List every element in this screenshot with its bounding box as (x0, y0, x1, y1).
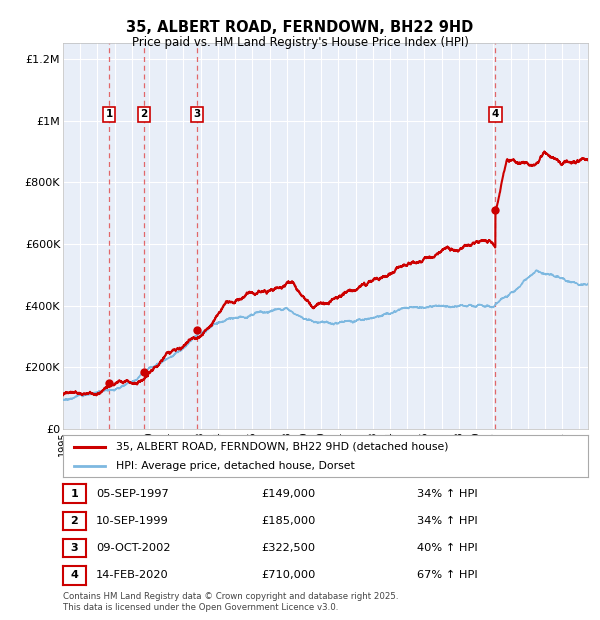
Text: 34% ↑ HPI: 34% ↑ HPI (417, 516, 478, 526)
Text: 3: 3 (71, 543, 78, 553)
Text: 3: 3 (193, 109, 200, 120)
Text: 4: 4 (70, 570, 79, 580)
Text: 35, ALBERT ROAD, FERNDOWN, BH22 9HD: 35, ALBERT ROAD, FERNDOWN, BH22 9HD (127, 20, 473, 35)
Text: 05-SEP-1997: 05-SEP-1997 (96, 489, 169, 498)
Text: 1: 1 (106, 109, 113, 120)
Text: 34% ↑ HPI: 34% ↑ HPI (417, 489, 478, 498)
Text: Price paid vs. HM Land Registry's House Price Index (HPI): Price paid vs. HM Land Registry's House … (131, 36, 469, 49)
Text: 35, ALBERT ROAD, FERNDOWN, BH22 9HD (detached house): 35, ALBERT ROAD, FERNDOWN, BH22 9HD (det… (115, 441, 448, 451)
Text: £322,500: £322,500 (261, 543, 315, 553)
Text: 4: 4 (492, 109, 499, 120)
Text: £185,000: £185,000 (261, 516, 316, 526)
Text: 40% ↑ HPI: 40% ↑ HPI (417, 543, 478, 553)
Text: £710,000: £710,000 (261, 570, 316, 580)
Text: 09-OCT-2002: 09-OCT-2002 (96, 543, 170, 553)
Text: HPI: Average price, detached house, Dorset: HPI: Average price, detached house, Dors… (115, 461, 354, 471)
Text: £149,000: £149,000 (261, 489, 315, 498)
Text: 1: 1 (71, 489, 78, 498)
Text: 67% ↑ HPI: 67% ↑ HPI (417, 570, 478, 580)
Text: 14-FEB-2020: 14-FEB-2020 (96, 570, 169, 580)
Text: 2: 2 (71, 516, 78, 526)
Text: 10-SEP-1999: 10-SEP-1999 (96, 516, 169, 526)
Text: 2: 2 (140, 109, 148, 120)
Text: Contains HM Land Registry data © Crown copyright and database right 2025.
This d: Contains HM Land Registry data © Crown c… (63, 592, 398, 611)
